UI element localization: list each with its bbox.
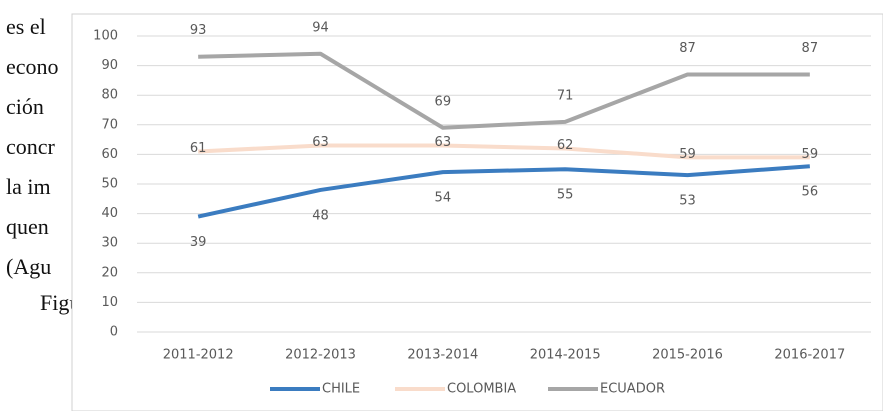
text-line: es el [6, 14, 46, 39]
text-line: quen [6, 214, 49, 239]
data-label: 63 [312, 135, 329, 150]
data-label: 59 [802, 147, 819, 162]
data-label: 62 [557, 138, 574, 153]
y-tick-label: 80 [101, 88, 118, 103]
chart-area [71, 13, 883, 411]
y-tick-label: 20 [101, 265, 118, 280]
x-tick-label: 2014-2015 [530, 348, 601, 363]
legend-label: CHILE [322, 382, 360, 397]
data-label: 69 [435, 94, 452, 109]
x-tick-label: 2015-2016 [652, 348, 723, 363]
data-label: 61 [190, 141, 207, 156]
y-tick-label: 50 [101, 177, 118, 192]
y-tick-label: 70 [101, 117, 118, 132]
y-tick-label: 90 [101, 58, 118, 73]
legend-label: ECUADOR [600, 382, 665, 397]
y-tick-label: 10 [101, 295, 118, 310]
x-tick-label: 2016-2017 [774, 348, 845, 363]
series-line [198, 143, 810, 160]
data-label: 63 [435, 135, 452, 150]
data-label: 53 [679, 194, 696, 209]
legend-label: COLOMBIA [447, 382, 516, 397]
text-line: ción [6, 94, 44, 119]
data-label: 87 [802, 41, 819, 56]
data-label: 71 [557, 88, 574, 103]
data-label: 93 [190, 23, 207, 38]
data-label: 94 [312, 20, 329, 35]
text-line: la im [6, 174, 51, 199]
data-label: 48 [312, 208, 329, 223]
y-tick-label: 0 [110, 325, 118, 340]
data-label: 39 [190, 235, 207, 250]
series-line [198, 51, 810, 130]
y-tick-label: 30 [101, 236, 118, 251]
x-tick-label: 2013-2014 [407, 348, 478, 363]
x-tick-label: 2011-2012 [163, 348, 234, 363]
text-line: (Agu [6, 254, 52, 279]
y-tick-label: 100 [93, 29, 118, 44]
x-tick-label: 2012-2013 [285, 348, 356, 363]
data-label: 56 [802, 185, 819, 200]
series-line [197, 164, 810, 219]
data-label: 54 [435, 191, 452, 206]
y-tick-label: 40 [101, 206, 118, 221]
data-label: 59 [679, 147, 696, 162]
text-line: concr [6, 134, 55, 159]
text-line: econo [6, 54, 59, 79]
y-tick-label: 60 [101, 147, 118, 162]
data-label: 55 [557, 188, 574, 203]
data-label: 87 [679, 41, 696, 56]
